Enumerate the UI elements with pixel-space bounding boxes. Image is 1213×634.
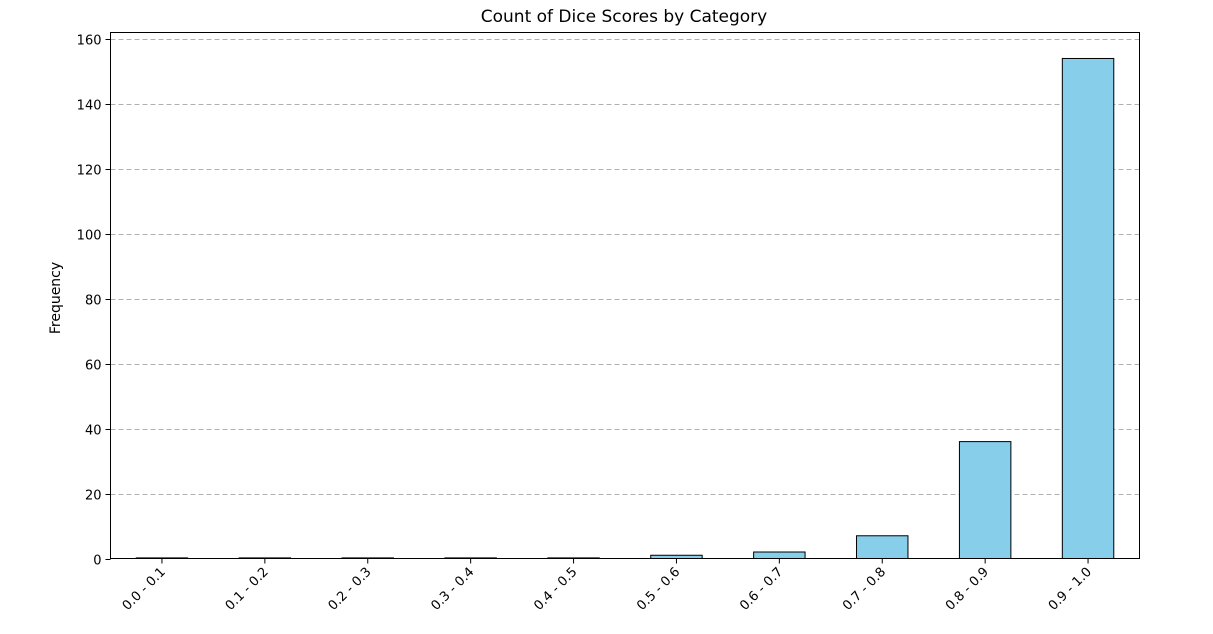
y-tick-label: 140 xyxy=(77,99,102,114)
x-tick-label: 0.5 - 0.6 xyxy=(634,565,683,614)
x-tick-label: 0.8 - 0.9 xyxy=(943,565,992,614)
bar-0-7-0-8 xyxy=(856,535,909,560)
bar-0-6-0-7 xyxy=(753,551,806,559)
bar-0-8-0-9 xyxy=(958,441,1012,559)
y-tick-label: 100 xyxy=(77,229,102,244)
x-tick-label: 0.0 - 0.1 xyxy=(120,565,169,614)
y-axis-ticks: 0 20 40 60 80 100 120 140 160 xyxy=(77,34,111,569)
y-tick-label: 160 xyxy=(77,34,102,49)
x-tick-label: 0.7 - 0.8 xyxy=(840,565,889,614)
y-tick-label: 0 xyxy=(93,554,101,569)
y-tick-label: 80 xyxy=(85,294,102,309)
y-tick-label: 40 xyxy=(85,424,102,439)
y-gridlines xyxy=(110,39,1140,495)
y-axis-label: Frequency xyxy=(48,262,64,334)
x-tick-label: 0.9 - 1.0 xyxy=(1046,565,1095,614)
x-tick-label: 0.4 - 0.5 xyxy=(531,565,580,614)
bars xyxy=(135,57,1115,560)
bar-0-9-1-0 xyxy=(1061,57,1115,559)
chart-title: Count of Dice Scores by Category xyxy=(481,7,768,27)
y-tick-label: 20 xyxy=(85,489,102,504)
x-axis-ticks: 0.0 - 0.1 0.1 - 0.2 0.2 - 0.3 0.3 - 0.4 0.4 … xyxy=(120,558,1095,614)
x-tick-label: 0.1 - 0.2 xyxy=(223,565,272,614)
x-tick-label: 0.6 - 0.7 xyxy=(737,565,786,614)
x-tick-label: 0.2 - 0.3 xyxy=(326,565,375,614)
plot-frame xyxy=(110,32,1140,559)
y-tick-label: 60 xyxy=(85,359,102,374)
x-tick-label: 0.3 - 0.4 xyxy=(428,565,477,614)
y-tick-label: 120 xyxy=(77,164,102,179)
